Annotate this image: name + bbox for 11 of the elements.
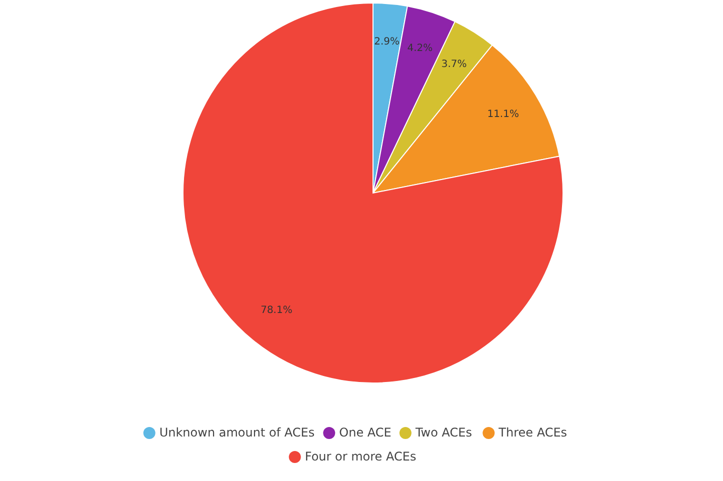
legend-label: Three ACEs xyxy=(498,425,568,440)
data-label: 4.2% xyxy=(407,43,433,54)
legend-label: Four or more ACEs xyxy=(304,449,416,464)
data-label: 2.9% xyxy=(374,36,400,48)
legend-label: Two ACEs xyxy=(414,425,472,440)
data-label: 78.1% xyxy=(260,305,292,316)
data-label: 3.7% xyxy=(441,59,467,70)
legend-label: One ACE xyxy=(339,425,392,440)
legend-label: Unknown amount of ACEs xyxy=(159,425,315,440)
data-label: 11.1% xyxy=(487,109,519,120)
pie-slice xyxy=(182,2,564,384)
